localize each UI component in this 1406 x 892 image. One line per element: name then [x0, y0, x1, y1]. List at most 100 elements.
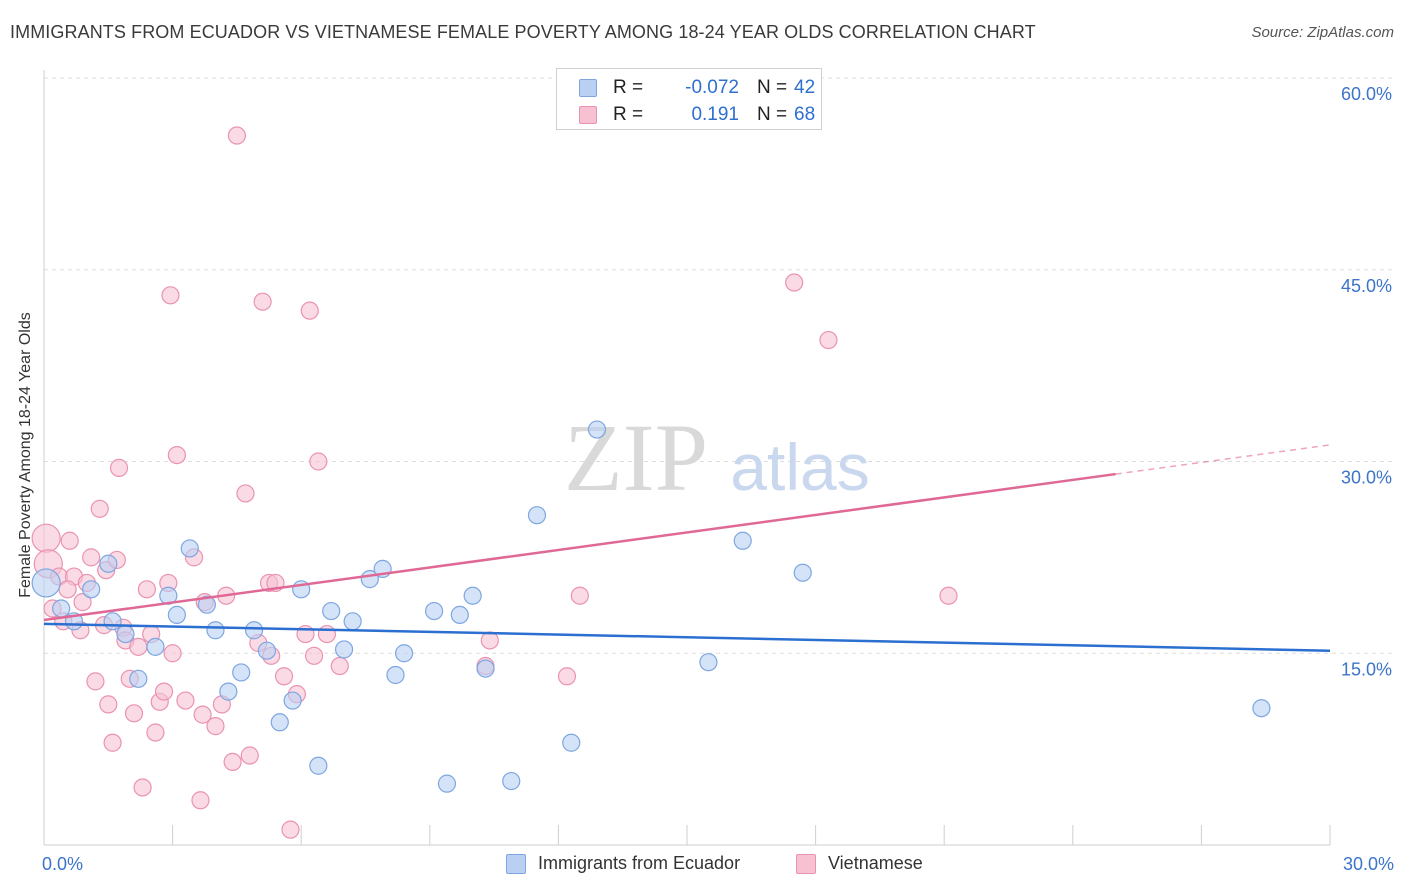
vietnamese-point: [304, 646, 324, 665]
ecuador-point: [99, 554, 118, 573]
vietnamese-point: [60, 531, 79, 550]
ecuador-point: [116, 624, 135, 644]
ecuador-point: [283, 691, 302, 710]
vietnamese-point: [73, 593, 92, 612]
vietnamese-point: [191, 791, 210, 810]
ecuador-trend-line: [43, 622, 1331, 652]
vietnamese-point: [82, 548, 101, 567]
y-tick-label: 45.0%: [1341, 276, 1392, 296]
r-value: 0.191: [691, 104, 739, 125]
r-value: -0.072: [685, 77, 739, 98]
watermark: ZIP atlas: [564, 404, 870, 511]
y-tick-label: 15.0%: [1341, 659, 1392, 679]
vietnamese-point: [163, 644, 182, 663]
ecuador-point: [502, 771, 521, 791]
ecuador-point: [699, 653, 718, 672]
ecuador-point: [1252, 699, 1271, 718]
ecuador-point: [82, 580, 101, 599]
ecuador-point: [31, 568, 61, 598]
watermark-zip: ZIP: [564, 404, 708, 511]
vietnamese-point: [206, 717, 225, 736]
watermark-atlas: atlas: [730, 430, 869, 504]
vietnamese-point: [99, 695, 118, 714]
ecuador-point: [309, 756, 328, 775]
vietnamese-point: [330, 656, 349, 676]
ecuador-point: [129, 669, 148, 688]
ecuador-point: [386, 665, 405, 685]
vietnamese-point: [193, 705, 212, 724]
ecuador-point: [257, 641, 277, 660]
vietnamese-point: [240, 746, 259, 765]
legend-swatch-vietnamese: [796, 854, 816, 874]
legend-swatch-vietnamese: [579, 106, 597, 124]
ecuador-point: [394, 644, 414, 663]
vietnamese-point: [133, 778, 152, 797]
vietnamese-point: [309, 452, 328, 471]
vietnamese-point: [161, 286, 180, 305]
ecuador-point: [270, 713, 289, 732]
vietnamese-trend-line: [43, 472, 1116, 622]
vietnamese-point: [154, 682, 174, 701]
vietnamese-point: [90, 499, 109, 518]
vietnamese-point: [103, 733, 122, 752]
legend-swatch-ecuador: [579, 79, 597, 97]
legend-label-ecuador: Immigrants from Ecuador: [538, 853, 741, 873]
vietnamese-point: [570, 586, 589, 605]
correlation-legend: R = -0.072 N = 42 R = 0.191 N = 68: [556, 68, 822, 130]
vietnamese-point: [146, 723, 165, 742]
ecuador-point: [562, 733, 581, 752]
ecuador-point: [219, 682, 238, 701]
chart-title: IMMIGRANTS FROM ECUADOR VS VIETNAMESE FE…: [10, 22, 1036, 42]
ecuador-point: [232, 663, 251, 682]
r-label: R =: [613, 77, 644, 98]
vietnamese-point: [109, 458, 129, 477]
ecuador-point: [244, 621, 264, 640]
ecuador-point: [322, 601, 341, 621]
vietnamese-point: [86, 672, 105, 691]
vietnamese-point: [785, 273, 804, 292]
vietnamese-point: [819, 330, 838, 350]
vietnamese-point: [253, 292, 272, 311]
vietnamese-point: [58, 580, 77, 599]
vietnamese-point: [167, 446, 186, 465]
ecuador-point: [463, 586, 482, 605]
vietnamese-point: [274, 667, 294, 686]
n-label: N =: [757, 104, 788, 125]
y-tick-label: 30.0%: [1341, 468, 1392, 488]
vietnamese-point: [236, 484, 255, 503]
ecuador-point: [587, 420, 607, 439]
vietnamese-point: [137, 580, 156, 599]
ecuador-point: [733, 531, 752, 550]
legend-swatch-ecuador: [506, 854, 526, 874]
ecuador-point: [424, 601, 444, 621]
ecuador-point: [334, 640, 354, 659]
ecuador-point: [476, 659, 495, 678]
ecuador-point: [206, 621, 225, 640]
vietnamese-point: [129, 637, 148, 656]
vietnamese-point: [227, 126, 246, 145]
legend-label-vietnamese: Vietnamese: [828, 853, 923, 873]
source-credit: Source: ZipAtlas.com: [1251, 24, 1394, 41]
vietnamese-point: [124, 704, 144, 723]
vietnamese-point: [300, 301, 319, 320]
vietnamese-point: [317, 624, 337, 644]
ecuador-point: [52, 599, 71, 618]
ecuador-point: [103, 612, 122, 631]
vietnamese-point: [223, 752, 242, 772]
ecuador-point: [437, 774, 457, 793]
ecuador-point: [450, 605, 469, 625]
vietnamese-point: [557, 667, 577, 686]
y-axis-label: Female Poverty Among 18-24 Year Olds: [17, 312, 34, 598]
vietnamese-point: [281, 820, 300, 839]
vietnamese-point: [939, 586, 958, 605]
r-label: R =: [613, 104, 644, 125]
vietnamese-trend-extension: [1115, 444, 1331, 475]
ecuador-point: [180, 539, 199, 558]
ecuador-point: [146, 637, 165, 656]
vietnamese-point: [31, 523, 61, 553]
x-tick-label: 0.0%: [42, 854, 83, 874]
n-value: 68: [794, 104, 816, 125]
vietnamese-point: [176, 691, 195, 710]
y-tick-label: 60.0%: [1341, 84, 1392, 104]
ecuador-point: [197, 595, 216, 614]
